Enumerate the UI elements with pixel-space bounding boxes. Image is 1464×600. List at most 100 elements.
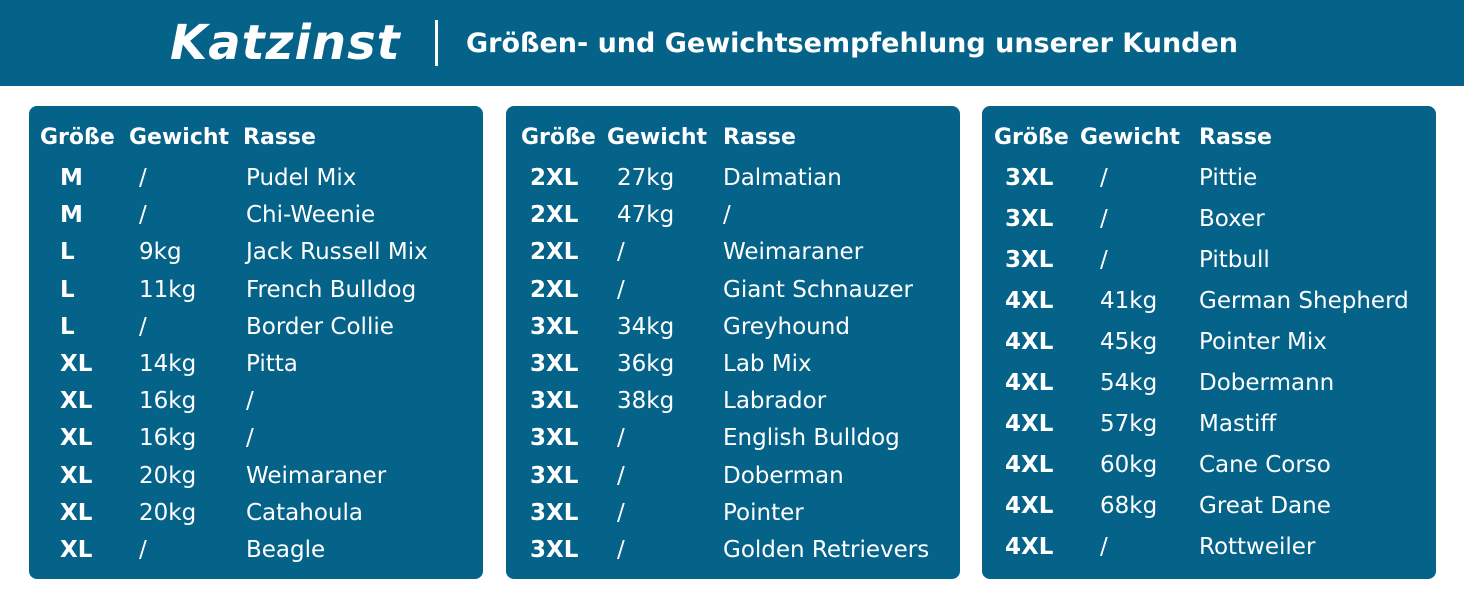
- table-cell-size: 3XL: [1005, 247, 1054, 273]
- table-cell-weight: /: [617, 463, 625, 489]
- table-cell-weight: /: [617, 425, 625, 451]
- table-cell-size: 4XL: [1005, 411, 1054, 437]
- table-cell-size: XL: [60, 463, 93, 489]
- table-cell-weight: /: [617, 239, 625, 265]
- table-cell-size: XL: [60, 425, 93, 451]
- table-cell-breed: Pitbull: [1199, 247, 1270, 273]
- table-cell-breed: Golden Retrievers: [723, 537, 930, 563]
- table-cell-breed: Rottweiler: [1199, 534, 1316, 560]
- table-cell-weight: 54kg: [1100, 370, 1158, 396]
- table-cell-size: L: [60, 314, 75, 340]
- table-cell-breed: Labrador: [723, 388, 827, 414]
- table-cell-size: M: [60, 165, 83, 191]
- table-cell-weight: 27kg: [617, 165, 675, 191]
- table-cell-weight: 20kg: [139, 463, 197, 489]
- table-cell-weight: 9kg: [139, 239, 182, 265]
- table-cell-breed: /: [246, 388, 254, 414]
- brand-logo: Katzinst: [170, 15, 401, 71]
- table-cell-size: 4XL: [1005, 370, 1054, 396]
- table-cell-breed: Border Collie: [246, 314, 394, 340]
- table-cell-size: L: [60, 239, 75, 265]
- table-cell-weight: /: [139, 202, 147, 228]
- table-cell-size: 3XL: [530, 351, 579, 377]
- table-cell-breed: Boxer: [1199, 206, 1265, 232]
- header-size: Größe: [994, 125, 1069, 150]
- table-cell-breed: French Bulldog: [246, 277, 417, 303]
- header-breed: Rasse: [723, 125, 796, 150]
- table-cell-size: 4XL: [1005, 493, 1054, 519]
- table-cell-size: 4XL: [1005, 288, 1054, 314]
- table-cell-weight: 36kg: [617, 351, 675, 377]
- table-cell-size: 3XL: [530, 388, 579, 414]
- table-cell-breed: Chi-Weenie: [246, 202, 376, 228]
- table-cell-size: 3XL: [530, 537, 579, 563]
- table-cell-size: L: [60, 277, 75, 303]
- table-cell-breed: Dobermann: [1199, 370, 1335, 396]
- header-breed: Rasse: [243, 125, 316, 150]
- table-cell-breed: Doberman: [723, 463, 844, 489]
- table-cell-breed: Mastiff: [1199, 411, 1277, 437]
- header-weight: Gewicht: [607, 125, 708, 150]
- table-cell-breed: Great Dane: [1199, 493, 1331, 519]
- table-cell-size: XL: [60, 388, 93, 414]
- table-cell-weight: 11kg: [139, 277, 197, 303]
- table-cell-weight: 57kg: [1100, 411, 1158, 437]
- table-cell-size: 2XL: [530, 239, 579, 265]
- table-cell-weight: /: [617, 277, 625, 303]
- table-cell-breed: Pitta: [246, 351, 298, 377]
- header-weight: Gewicht: [129, 125, 230, 150]
- table-cell-size: 2XL: [530, 202, 579, 228]
- table-cell-breed: Giant Schnauzer: [723, 277, 913, 303]
- page-title: Größen- und Gewichtsempfehlung unserer K…: [466, 28, 1239, 59]
- table-cell-weight: /: [1100, 247, 1108, 273]
- table-cell-breed: Jack Russell Mix: [246, 239, 428, 265]
- header-size: Größe: [40, 125, 115, 150]
- table-cell-weight: /: [1100, 534, 1108, 560]
- size-table-2: Größe Gewicht Rasse 2XL 27kg Dalmatian 2XL 47kg…: [506, 106, 960, 579]
- table-cell-breed: Weimaraner: [723, 239, 864, 265]
- header-divider: [435, 20, 438, 66]
- table-cell-size: 4XL: [1005, 452, 1054, 478]
- table-cell-breed: Dalmatian: [723, 165, 842, 191]
- table-cell-weight: 41kg: [1100, 288, 1158, 314]
- size-table-3: Größe Gewicht Rasse 3XL / Pittie 3XL / Boxer 3XL /…: [982, 106, 1436, 579]
- table-cell-breed: Beagle: [246, 537, 326, 563]
- table-cell-size: 3XL: [530, 500, 579, 526]
- table-cell-size: 4XL: [1005, 534, 1054, 560]
- table-cell-weight: /: [1100, 165, 1108, 191]
- table-cell-size: 2XL: [530, 165, 579, 191]
- table-cell-size: 3XL: [530, 463, 579, 489]
- header-size: Größe: [521, 125, 596, 150]
- table-cell-size: 3XL: [1005, 206, 1054, 232]
- table-cell-size: XL: [60, 351, 93, 377]
- table-cell-breed: Pudel Mix: [246, 165, 357, 191]
- table-cell-breed: Catahoula: [246, 500, 363, 526]
- table-cell-size: 3XL: [530, 425, 579, 451]
- header-breed: Rasse: [1199, 125, 1272, 150]
- table-cell-size: M: [60, 202, 83, 228]
- table-cell-weight: /: [139, 165, 147, 191]
- table-cell-size: XL: [60, 500, 93, 526]
- table-cell-breed: /: [723, 202, 731, 228]
- table-cell-breed: Weimaraner: [246, 463, 387, 489]
- table-cell-breed: German Shepherd: [1199, 288, 1409, 314]
- table-cell-weight: /: [617, 500, 625, 526]
- table-cell-weight: 20kg: [139, 500, 197, 526]
- table-cell-weight: /: [139, 537, 147, 563]
- table-cell-weight: 34kg: [617, 314, 675, 340]
- table-cell-weight: 45kg: [1100, 329, 1158, 355]
- table-cell-weight: 60kg: [1100, 452, 1158, 478]
- table-cell-size: XL: [60, 537, 93, 563]
- table-cell-weight: /: [617, 537, 625, 563]
- size-table-1: Größe Gewicht Rasse M / Pudel Mix M / Chi-Weenie…: [29, 106, 483, 579]
- table-cell-weight: /: [139, 314, 147, 340]
- table-cell-breed: Pittie: [1199, 165, 1258, 191]
- table-cell-breed: Pointer: [723, 500, 804, 526]
- table-cell-breed: Cane Corso: [1199, 452, 1331, 478]
- header-banner: Katzinst Größen- und Gewichtsempfehlung …: [0, 0, 1464, 86]
- table-cell-size: 3XL: [1005, 165, 1054, 191]
- table-cell-weight: 68kg: [1100, 493, 1158, 519]
- table-cell-size: 4XL: [1005, 329, 1054, 355]
- header-weight: Gewicht: [1080, 125, 1181, 150]
- table-cell-weight: 14kg: [139, 351, 197, 377]
